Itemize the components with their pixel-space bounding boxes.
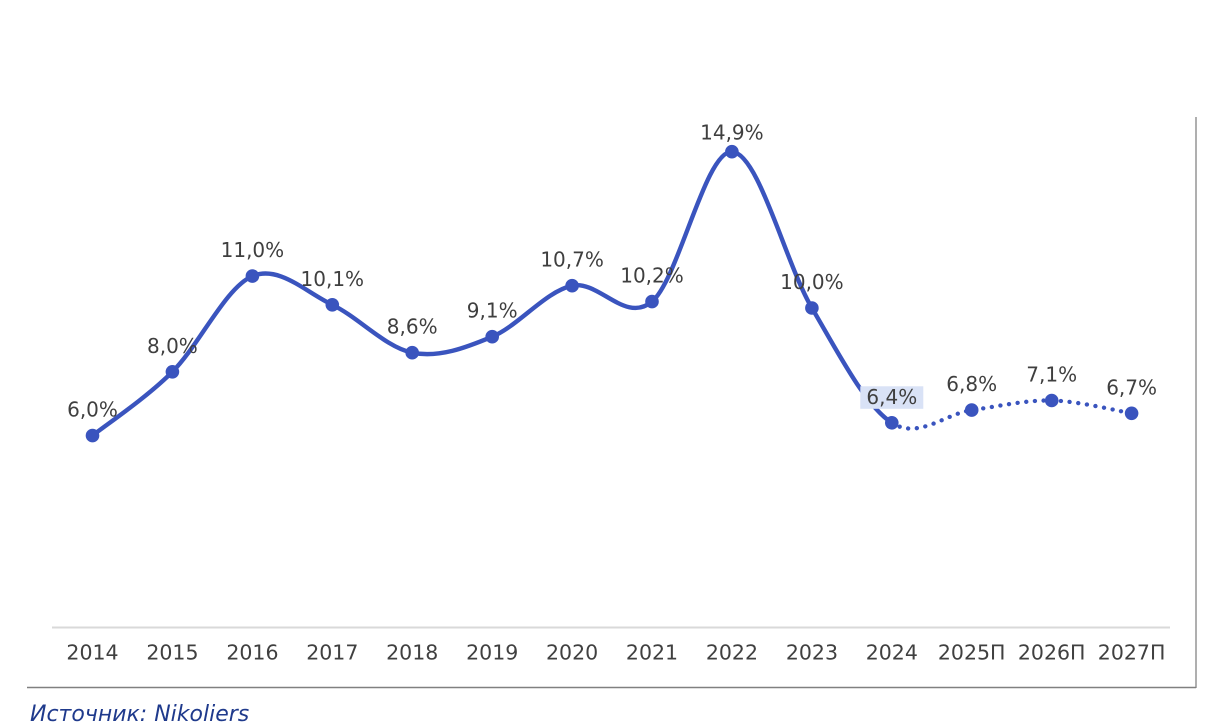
data-point-marker: [725, 144, 739, 159]
value-label: 9,1%: [467, 299, 518, 323]
x-tick-label: 2023: [786, 641, 838, 665]
data-point-marker: [645, 294, 659, 309]
x-tick-label: 2022: [706, 641, 758, 665]
value-label: 10,0%: [780, 270, 844, 294]
data-point-marker: [885, 416, 899, 430]
data-point-marker: [245, 269, 260, 283]
x-tick-label: 2018: [386, 641, 438, 665]
value-label: 8,6%: [387, 315, 438, 339]
data-point-marker: [485, 329, 500, 344]
x-tick-label: 2014: [66, 641, 118, 665]
x-tick-label: 2021: [626, 641, 678, 665]
data-point-marker: [165, 365, 180, 379]
data-point-marker: [964, 403, 979, 417]
x-tick-label: 2016: [226, 641, 278, 665]
value-label: 14,9%: [700, 121, 764, 145]
value-label: 7,1%: [1026, 363, 1077, 387]
data-point-marker: [405, 345, 420, 360]
value-label: 6,8%: [946, 372, 997, 396]
data-point-marker: [1044, 393, 1059, 408]
x-tick-label: 2020: [546, 641, 598, 665]
x-tick-label: 2015: [146, 641, 198, 665]
value-label: 6,4%: [866, 385, 917, 409]
x-tick-label: 2024: [866, 641, 918, 665]
source-caption: Источник: Nikoliers: [30, 702, 250, 727]
value-label: 10,2%: [620, 264, 684, 288]
value-label: 6,7%: [1106, 375, 1157, 399]
x-tick-label: 2026П: [1018, 641, 1086, 665]
value-label: 10,7%: [540, 248, 604, 272]
series-line-actual: [90, 149, 894, 438]
x-tick-label: 2017: [306, 641, 358, 665]
x-tick-label: 2027П: [1098, 641, 1166, 665]
value-label: 6,0%: [67, 398, 118, 422]
value-label: 10,1%: [301, 267, 365, 291]
data-point-marker: [805, 301, 819, 315]
data-point-marker: [325, 298, 340, 312]
data-point-marker: [85, 428, 100, 443]
x-tick-label: 2025П: [938, 641, 1006, 665]
data-point-marker: [565, 278, 579, 293]
series-line-forecast-dotted: [889, 398, 1134, 431]
value-label-highlight: [860, 386, 924, 409]
data-point-marker: [1124, 406, 1139, 421]
x-tick-label: 2019: [466, 641, 518, 665]
value-label: 11,0%: [221, 238, 285, 262]
value-label: 8,0%: [147, 334, 198, 358]
